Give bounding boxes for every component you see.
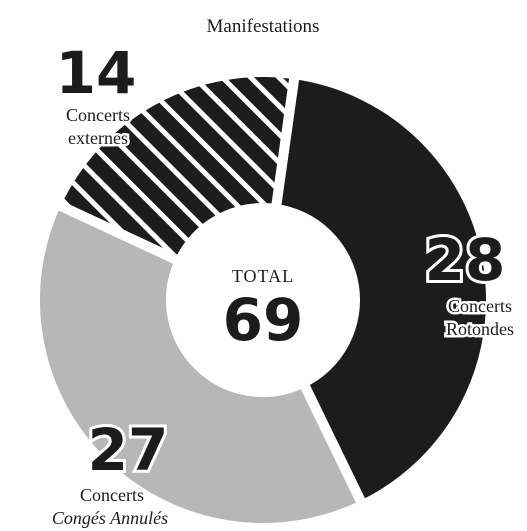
slice-category-label-0-1: Rotondes <box>446 319 514 339</box>
slice-category-label-2-1: externes <box>68 128 128 148</box>
slice-category-label-2-0: Concerts <box>66 105 130 125</box>
slice-category-label-1-0: Concerts <box>80 485 144 505</box>
slice-value-label-0: 28 <box>425 226 506 294</box>
slice-value-label-2: 14 <box>56 39 137 107</box>
donut-slices <box>30 67 496 531</box>
center-total-label: TOTAL <box>232 266 294 286</box>
chart-title: Manifestations <box>207 16 320 37</box>
center-total-value: 69 <box>223 286 304 354</box>
slice-value-label-1: 27 <box>88 416 169 484</box>
donut-hole <box>171 208 355 392</box>
slice-category-italic-label-1: Congés Annulés <box>52 508 168 528</box>
slice-category-label-0-0: Concerts <box>448 296 512 316</box>
